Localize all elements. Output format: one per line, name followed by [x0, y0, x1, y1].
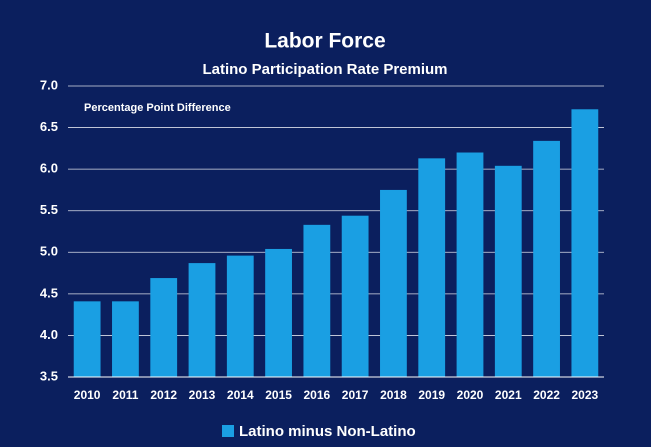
x-tick-label: 2012	[150, 388, 177, 402]
x-tick-label: 2016	[304, 388, 331, 402]
x-tick-label: 2022	[533, 388, 560, 402]
y-tick-label: 6.0	[40, 161, 58, 176]
x-tick-label: 2013	[189, 388, 216, 402]
bar	[303, 224, 331, 377]
x-tick-label: 2010	[74, 388, 101, 402]
bar	[265, 248, 292, 377]
bar	[418, 158, 446, 377]
bar	[188, 263, 216, 377]
y-tick-label: 5.5	[40, 202, 58, 217]
y-tick-label: 5.0	[40, 244, 58, 259]
y-tick-label: 3.5	[40, 368, 58, 383]
y-tick-label: 6.5	[40, 119, 58, 134]
y-tick-label: 4.5	[40, 285, 58, 300]
bar	[494, 165, 522, 377]
x-tick-label: 2017	[342, 388, 369, 402]
bar	[380, 189, 407, 377]
bar	[73, 301, 101, 377]
x-tick-label: 2019	[418, 388, 445, 402]
x-tick-label: 2011	[112, 388, 138, 402]
bar	[150, 278, 178, 377]
legend-swatch	[222, 425, 234, 437]
y-tick-label: 7.0	[40, 77, 58, 92]
x-tick-label: 2023	[572, 388, 599, 402]
y-tick-label: 4.0	[40, 327, 58, 342]
bar	[341, 215, 369, 377]
chart-title: Labor Force	[264, 30, 385, 53]
bar	[571, 109, 599, 377]
x-tick-label: 2021	[495, 388, 522, 402]
annotation: Percentage Point Difference	[84, 102, 231, 114]
x-tick-label: 2018	[380, 388, 407, 402]
bar	[112, 301, 139, 377]
bar	[533, 140, 560, 377]
x-tick-label: 2020	[457, 388, 484, 402]
x-tick-label: 2015	[265, 388, 292, 402]
x-tick-label: 2014	[227, 388, 254, 402]
legend-label: Latino minus Non-Latino	[239, 423, 416, 440]
bar	[456, 152, 484, 377]
chart-subtitle: Latino Participation Rate Premium	[202, 61, 447, 78]
bar	[226, 255, 254, 377]
